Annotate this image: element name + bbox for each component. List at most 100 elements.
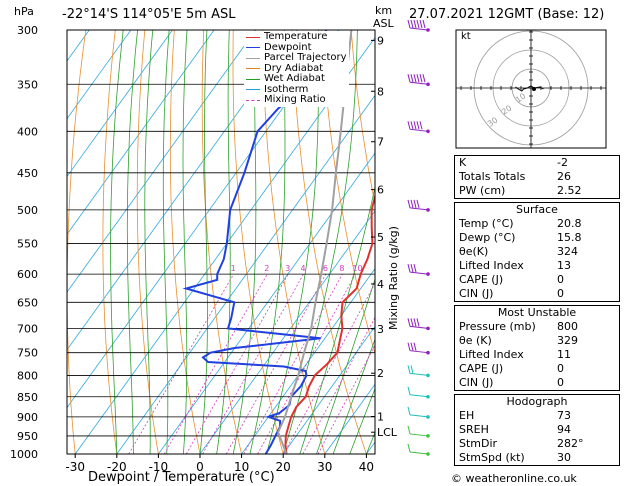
table-row: θe(K) 324 [455, 245, 619, 259]
legend-entry: Isotherm [246, 84, 347, 96]
storm-motion-marker [532, 87, 536, 91]
wind-barb-flag [419, 19, 423, 29]
legend-swatch [246, 89, 260, 91]
table-label: θe (K) [459, 334, 492, 347]
table-label: θe(K) [459, 245, 489, 258]
surface-table: Surface Temp (°C) 20.8 Dewp (°C) 15.8 θe(K) 3… [454, 202, 620, 302]
background-grid: 1 2 3 4 6 8 10 15 20 25 [0, 30, 375, 454]
isotherm-line [158, 152, 375, 454]
x-tick-label: -30 [65, 460, 85, 474]
dry-adiabat-line [67, 30, 87, 454]
wind-barb-dot [426, 434, 430, 438]
wind-barb-staff [409, 325, 429, 329]
wind-barb-flag [413, 342, 417, 351]
table-row: K -2 [455, 156, 619, 170]
wind-barb-flag [410, 365, 414, 374]
pressure-tick-label: 600 [17, 268, 38, 281]
temperature-line [284, 192, 375, 454]
table-label: CAPE (J) [459, 273, 504, 286]
isotherm-line [67, 30, 132, 120]
mixing-ratio-label: 1 [231, 264, 236, 273]
table-value: 0 [557, 273, 564, 286]
wind-barb-flag [410, 199, 414, 209]
datetime-label: 27.07.2021 12GMT (Base: 12) [409, 7, 605, 22]
x-tick-label: -10 [149, 460, 169, 474]
mixing-ratio-line [317, 344, 375, 454]
wind-barb [407, 19, 430, 32]
wind-barb-flag [407, 318, 411, 327]
table-value: 329 [557, 334, 578, 347]
mixing-ratio-label: 6 [323, 264, 328, 273]
km-tick-label: 1 [377, 411, 384, 424]
table-label: StmDir [459, 437, 498, 450]
legend-swatch [246, 99, 260, 101]
km-tick-label: 2 [377, 367, 384, 380]
table-value: 0 [557, 287, 564, 300]
x-tick-label: 40 [359, 460, 374, 474]
mixing-ratio-line [128, 273, 234, 454]
wind-barb-flag [407, 263, 411, 273]
legend-swatch [246, 68, 260, 70]
legend-label: Parcel Trajectory [264, 52, 347, 63]
most-unstable-table: Most Unstable Pressure (mb) 800 θe (K) 329 L… [454, 305, 620, 391]
wind-barb-flag [407, 199, 411, 209]
wind-barb-flag [413, 121, 417, 130]
legend-swatch [246, 47, 260, 49]
legend-label: Dewpoint [264, 41, 312, 53]
wind-barb [407, 263, 430, 276]
table-value: 15.8 [557, 231, 582, 244]
pressure-tick-label: 300 [17, 24, 38, 37]
table-row: EH 73 [455, 409, 619, 423]
legend-swatch [246, 36, 260, 38]
km-tick-label: LCL [377, 426, 398, 439]
table-row: StmDir 282° [455, 437, 619, 451]
table-row: Totals Totals 26 [455, 170, 619, 184]
wind-barb-staff [409, 271, 429, 275]
wind-barb [407, 318, 430, 331]
wind-barb-flag [407, 342, 411, 351]
wind-barb-flag [410, 263, 414, 273]
x-tick-label: 10 [234, 460, 249, 474]
table-row: SREH 94 [455, 423, 619, 437]
index-table: K -2 Totals Totals 26 PW (cm) 2.52 [454, 155, 620, 199]
dry-adiabat-line [169, 30, 201, 454]
wind-barb-flag [416, 318, 420, 327]
plot-frame [66, 29, 376, 455]
wind-barb-staff [409, 451, 429, 455]
asl-unit-label: ASL [373, 17, 394, 30]
mixing-ratio-label: 3 [285, 264, 290, 273]
wind-barb-flag [413, 74, 417, 83]
table-row: Dewp (°C) 15.8 [455, 231, 619, 245]
wind-barb-staff [409, 372, 429, 376]
x-axis-title: Dewpoint / Temperature (°C) [88, 470, 275, 485]
wind-barb-flag [407, 74, 411, 83]
table-value: 282° [557, 437, 584, 450]
isotherm-line [67, 30, 257, 293]
table-label: CIN (J) [459, 376, 494, 389]
wind-barb-flag [410, 19, 414, 29]
surface-title: Surface [516, 203, 558, 216]
table-value: 13 [557, 259, 571, 272]
isotherm-line [0, 30, 6, 454]
table-value: 324 [557, 245, 578, 258]
wind-barb-flag [413, 263, 417, 273]
isotherm-line [67, 30, 173, 178]
table-value: -2 [557, 156, 568, 169]
table-value: 2.52 [557, 184, 582, 197]
wind-barb-staff [409, 207, 429, 211]
table-row: θe (K) 329 [455, 334, 619, 348]
wind-barb-flag [419, 74, 423, 83]
wind-barb-flag [416, 199, 420, 209]
pressure-tick-label: 350 [17, 78, 38, 91]
table-label: CIN (J) [459, 287, 494, 300]
wind-barb [407, 365, 430, 378]
table-row: StmSpd (kt) 30 [455, 451, 619, 465]
wind-barb [407, 425, 430, 438]
table-value: 73 [557, 409, 571, 422]
table-label: CAPE (J) [459, 362, 504, 375]
km-tick-label: 8 [377, 85, 384, 98]
pressure-tick-label: 1000 [10, 448, 38, 461]
wind-barb-dot [426, 373, 430, 378]
table-row: CIN (J) 0 [455, 376, 619, 390]
